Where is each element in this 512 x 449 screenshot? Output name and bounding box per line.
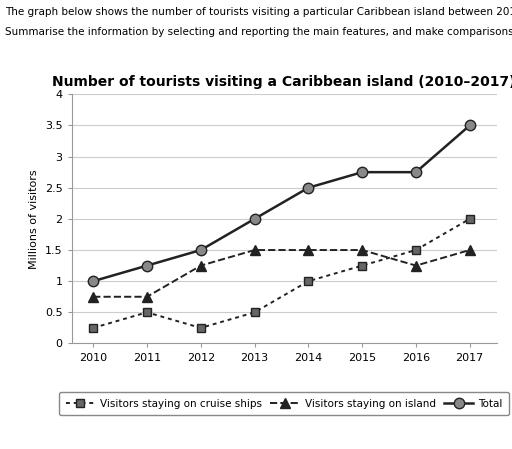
Legend: Visitors staying on cruise ships, Visitors staying on island, Total: Visitors staying on cruise ships, Visito…: [59, 392, 509, 415]
Text: Summarise the information by selecting and reporting the main features, and make: Summarise the information by selecting a…: [5, 27, 512, 37]
Title: Number of tourists visiting a Caribbean island (2010–2017): Number of tourists visiting a Caribbean …: [52, 75, 512, 89]
Y-axis label: Millions of visitors: Millions of visitors: [29, 169, 39, 269]
Text: The graph below shows the number of tourists visiting a particular Caribbean isl: The graph below shows the number of tour…: [5, 7, 512, 17]
